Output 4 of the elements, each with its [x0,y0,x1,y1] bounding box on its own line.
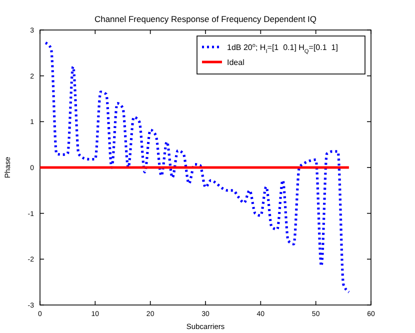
legend-label: 1dB 20$^{o}$; H$_{I}$=[1 0.1] H$_{Q}$=[0.1 1] [227,43,338,55]
legend-label: Ideal [227,58,245,67]
line-series [44,42,350,294]
chart-title: Channel Frequency Response of Frequency Dependent IQ [94,14,317,24]
